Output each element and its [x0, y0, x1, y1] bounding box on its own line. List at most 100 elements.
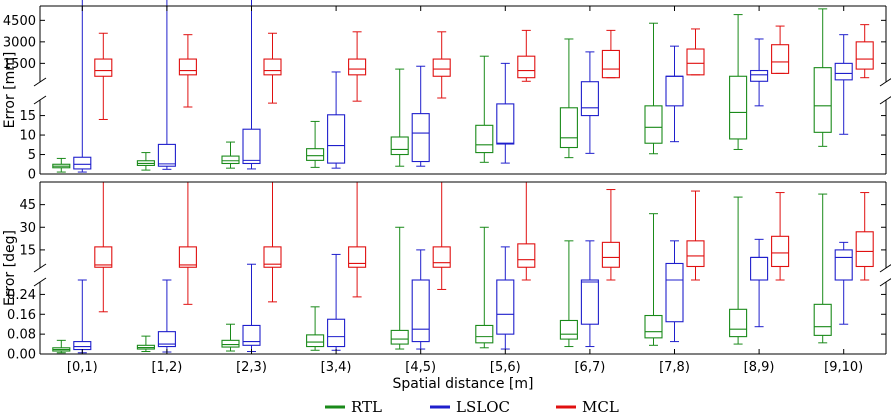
- legend-label: MCL: [582, 398, 619, 416]
- y-tick-label: 0: [28, 168, 36, 183]
- box-mcl-7: [686, 28, 705, 76]
- series-mcl: [94, 24, 874, 120]
- break-mark: [33, 263, 47, 273]
- box-body: [686, 240, 705, 268]
- box-body: [771, 44, 790, 74]
- y-tick-label: 0.16: [7, 308, 36, 323]
- box-lsloc-9: [834, 34, 853, 135]
- box-rtl-2: [221, 141, 240, 169]
- box-body: [263, 58, 282, 76]
- legend-entry-mcl: MCL: [556, 398, 619, 416]
- box-mcl-2: [263, 32, 282, 104]
- break-mark: [879, 264, 891, 273]
- box-body: [242, 324, 261, 346]
- box-rtl-0: [52, 157, 71, 173]
- box-body: [327, 318, 346, 348]
- x-tick-label: [6,7): [574, 360, 605, 375]
- break-mark: [33, 95, 47, 105]
- box-body: [221, 155, 240, 165]
- box-rtl-3: [306, 120, 325, 168]
- legend-entry-lsloc: LSLOC: [430, 398, 510, 416]
- box-body: [855, 41, 874, 70]
- box-body: [834, 62, 853, 81]
- box-rtl-9: [813, 193, 832, 344]
- box-mcl-6: [601, 29, 620, 79]
- y-tick-label: 15: [19, 243, 36, 258]
- box-lsloc-2: [242, 0, 261, 170]
- box-lsloc-0: [73, 279, 92, 354]
- y-axis-label: Error [deg]: [2, 230, 18, 306]
- box-body: [475, 324, 494, 344]
- box-body: [601, 49, 620, 79]
- box-body: [306, 148, 325, 161]
- x-tick-label: [8,9): [744, 360, 775, 375]
- legend-entry-rtl: RTL: [325, 398, 382, 416]
- box-body: [348, 246, 367, 268]
- box-body: [834, 249, 853, 281]
- y-tick-label: 10: [19, 129, 36, 144]
- box-rtl-5: [475, 226, 494, 349]
- box-mcl-5: [517, 181, 536, 281]
- box-lsloc-3: [327, 71, 346, 169]
- box-body: [475, 124, 494, 154]
- break-mark: [33, 77, 47, 87]
- box-body: [771, 235, 790, 268]
- box-lsloc-4: [411, 249, 430, 350]
- box-body: [750, 69, 769, 82]
- axes-lower: 0.00 0.08 0.16 0.24: [7, 282, 887, 363]
- box-body: [327, 114, 346, 164]
- legend: RTL LSLOC MCL: [325, 398, 619, 416]
- box-rtl-3: [306, 306, 325, 351]
- series-mcl: [94, 181, 874, 313]
- box-mcl-2: [263, 181, 282, 303]
- box-lsloc-6: [580, 240, 599, 348]
- y-tick-label: 4500: [3, 14, 36, 29]
- box-mcl-5: [517, 29, 536, 82]
- box-lsloc-3: [327, 253, 346, 351]
- box-body: [432, 58, 451, 77]
- box-rtl-4: [390, 226, 409, 350]
- box-body: [644, 105, 663, 144]
- break-mark: [879, 278, 891, 287]
- box-mcl-6: [601, 189, 620, 281]
- box-lsloc-5: [496, 62, 515, 164]
- box-body: [580, 81, 599, 117]
- box-mcl-9: [855, 24, 874, 79]
- box-body: [729, 308, 748, 338]
- box-mcl-0: [94, 32, 113, 120]
- box-body: [601, 241, 620, 268]
- box-mcl-1: [178, 34, 197, 108]
- box-body: [813, 67, 832, 133]
- box-rtl-0: [52, 339, 71, 354]
- axes-lower: 0 5 10 15: [19, 100, 887, 183]
- box-mcl-7: [686, 190, 705, 281]
- y-tick-label: 0.24: [7, 288, 36, 303]
- box-body: [729, 75, 748, 140]
- series-rtl: [52, 193, 832, 354]
- box-body: [221, 339, 240, 348]
- box-body: [348, 58, 367, 76]
- box-rtl-6: [559, 38, 578, 159]
- x-tick-label: [1,2): [151, 360, 182, 375]
- x-tick-label: [9,10): [824, 360, 863, 375]
- box-rtl-2: [221, 323, 240, 352]
- box-lsloc-8: [750, 238, 769, 328]
- box-mcl-3: [348, 181, 367, 298]
- legend-label: RTL: [351, 398, 382, 416]
- x-axis: [0,1) [1,2) [2,3) [3,4) [4,5) [5,6) [6,7) [7,8)…: [67, 6, 863, 375]
- box-rtl-6: [559, 240, 578, 348]
- box-body: [665, 262, 684, 323]
- axis-break-marks: [33, 77, 891, 105]
- box-body: [157, 331, 176, 348]
- break-mark: [879, 96, 891, 105]
- box-body: [644, 314, 663, 339]
- box-lsloc-8: [750, 38, 769, 107]
- box-body: [855, 231, 874, 268]
- break-mark: [879, 78, 891, 87]
- x-tick-label: [0,1): [67, 360, 98, 375]
- box-body: [94, 246, 113, 268]
- box-body: [411, 113, 430, 163]
- box-body: [496, 279, 515, 335]
